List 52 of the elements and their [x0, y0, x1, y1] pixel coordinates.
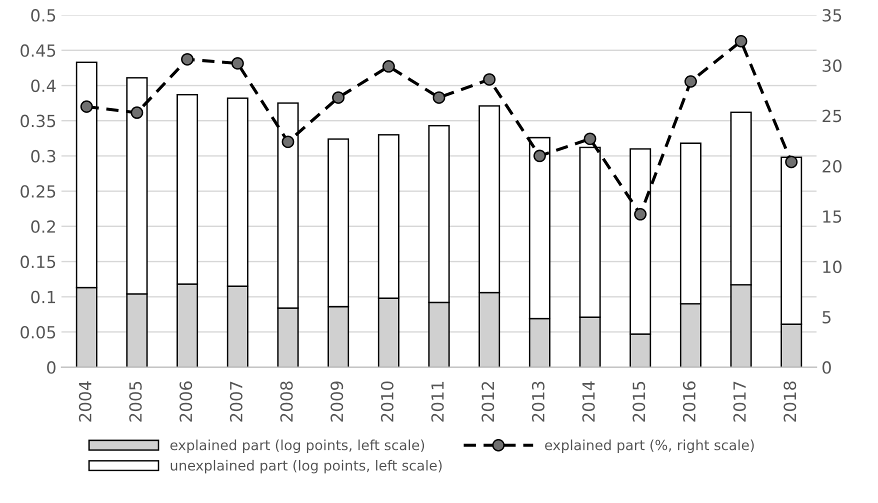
legend-label: explained part (log points, left scale)	[170, 440, 424, 453]
y-tick-label: 0.35	[20, 114, 56, 128]
point	[282, 136, 294, 148]
x-tick-label: 2009	[330, 382, 344, 422]
y-tick-label: 0	[47, 361, 56, 374]
point	[130, 106, 144, 119]
x-tick-label: 2011	[431, 382, 444, 422]
point	[483, 73, 496, 86]
point	[231, 57, 244, 70]
x-tick-label: 2016	[682, 381, 696, 422]
x-tick-label: 2018	[784, 382, 796, 422]
y-tick-label: 0.45	[20, 44, 56, 57]
y-tick-label: 0.4	[31, 79, 56, 92]
x-tick-label: 2013	[532, 382, 545, 422]
point	[533, 150, 546, 162]
x-tick-label: 2007	[230, 382, 242, 422]
x-tick-label: 2015	[632, 382, 646, 422]
x-tick-label: 2014	[582, 381, 595, 422]
point	[684, 75, 697, 88]
y2-tick-label: 5	[822, 311, 831, 324]
y2-tick-label: 10	[823, 260, 842, 274]
point	[181, 53, 194, 66]
y-tick-label: 0.2	[31, 220, 55, 233]
legend-label: explained part (%, right scale)	[545, 440, 754, 453]
y2-tick-label: 15	[823, 210, 842, 223]
point	[80, 100, 93, 113]
point	[785, 156, 798, 168]
point	[432, 91, 446, 104]
x-tick-label: 2010	[380, 381, 394, 422]
y2-tick-label: 0	[822, 361, 831, 374]
y2-tick-label: 25	[822, 110, 842, 122]
x-tick-label: 2006	[180, 381, 192, 422]
point	[584, 132, 596, 146]
y-tick-label: 0.3	[31, 150, 56, 162]
x-tick-label: 2017	[733, 382, 746, 422]
y2-tick-label: 30	[822, 59, 842, 72]
point	[332, 91, 345, 104]
x-tick-label: 2005	[129, 382, 142, 422]
point	[634, 208, 647, 221]
legend-label: unexplained part (log points, left scale)	[170, 460, 442, 474]
point	[382, 60, 395, 73]
y-tick-label: 0.25	[20, 185, 56, 198]
y2-tick-label: 20	[822, 160, 842, 173]
x-tick-label: 2012	[482, 382, 494, 422]
y-tick-label: 0.15	[20, 256, 56, 268]
y-tick-label: 0.05	[20, 326, 56, 339]
x-tick-label: 2004	[78, 381, 92, 422]
point	[734, 34, 748, 48]
y2-tick-label: 35	[822, 9, 842, 22]
x-tick-label: 2008	[280, 382, 293, 422]
y-tick-label: 0.1	[31, 290, 56, 304]
y-tick-label: 0.5	[31, 9, 56, 22]
